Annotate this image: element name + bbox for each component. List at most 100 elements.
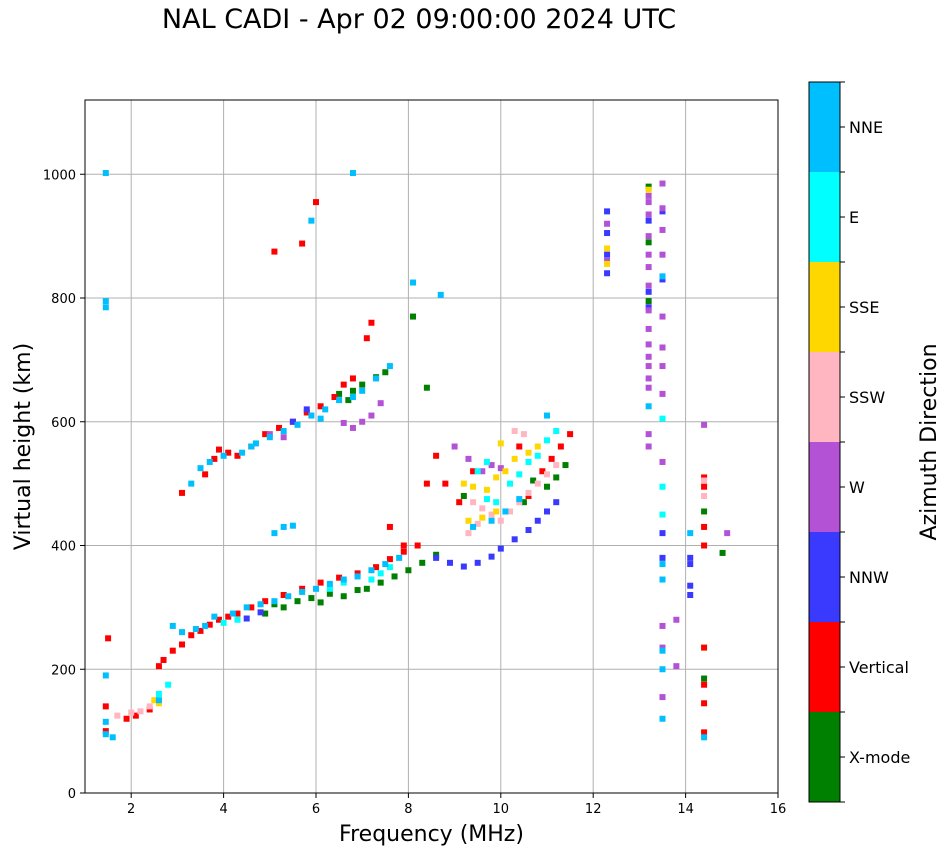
data-point bbox=[493, 474, 500, 481]
data-point bbox=[225, 613, 232, 620]
data-point bbox=[102, 731, 109, 738]
data-point bbox=[308, 412, 315, 419]
data-point bbox=[645, 431, 652, 438]
data-point bbox=[557, 443, 564, 450]
data-point bbox=[299, 240, 306, 247]
y-tick-label: 800 bbox=[51, 292, 76, 307]
colorbar-segment bbox=[809, 622, 840, 712]
data-point bbox=[433, 551, 440, 558]
data-point bbox=[102, 170, 109, 177]
data-point bbox=[102, 672, 109, 679]
data-point bbox=[215, 446, 222, 453]
data-point bbox=[188, 632, 195, 639]
data-point bbox=[701, 675, 708, 682]
data-point bbox=[701, 477, 708, 484]
data-point bbox=[645, 288, 652, 295]
data-point bbox=[456, 499, 463, 506]
data-point bbox=[719, 549, 726, 556]
data-point bbox=[470, 468, 477, 475]
data-point bbox=[659, 251, 666, 258]
data-point bbox=[354, 570, 361, 577]
data-point bbox=[502, 468, 509, 475]
colorbar-segment bbox=[809, 172, 840, 262]
data-point bbox=[386, 523, 393, 530]
data-point bbox=[437, 291, 444, 298]
data-point bbox=[497, 465, 504, 472]
data-point bbox=[604, 208, 611, 215]
data-point bbox=[266, 431, 273, 438]
data-point bbox=[400, 548, 407, 555]
data-point bbox=[701, 493, 708, 499]
axes: 2 4 6 8 10 12 14 16 0 200 400 600 800 1000 bbox=[43, 168, 786, 817]
data-point bbox=[414, 542, 421, 549]
data-point bbox=[132, 712, 139, 719]
data-point bbox=[410, 313, 417, 320]
data-point bbox=[520, 499, 527, 506]
data-point bbox=[604, 220, 611, 227]
data-point bbox=[534, 452, 541, 459]
x-tick-label: 14 bbox=[677, 802, 694, 817]
data-point bbox=[544, 471, 550, 478]
colorbar-segment bbox=[809, 532, 840, 622]
data-point bbox=[645, 282, 652, 289]
colorbar: X-mode Vertical NNW W SSW SSE E NNE Azimuth Dire… bbox=[808, 81, 942, 803]
data-point bbox=[109, 734, 116, 741]
data-point bbox=[340, 593, 347, 600]
data-point bbox=[659, 276, 666, 283]
data-point bbox=[474, 559, 481, 566]
data-point bbox=[544, 483, 550, 490]
data-point bbox=[215, 616, 222, 623]
data-point bbox=[474, 468, 481, 475]
data-point bbox=[169, 647, 176, 654]
data-point bbox=[252, 440, 259, 447]
data-point bbox=[377, 579, 384, 586]
data-point bbox=[553, 462, 560, 469]
data-point bbox=[368, 319, 375, 326]
data-point bbox=[262, 610, 269, 617]
data-point bbox=[234, 452, 241, 459]
data-point bbox=[349, 394, 356, 400]
data-point bbox=[488, 511, 495, 518]
data-point bbox=[179, 641, 186, 648]
data-point bbox=[701, 700, 708, 707]
data-point bbox=[197, 465, 204, 472]
data-point bbox=[645, 353, 652, 360]
data-point bbox=[645, 403, 652, 410]
data-point bbox=[243, 604, 250, 611]
data-point bbox=[317, 599, 324, 606]
data-point bbox=[368, 412, 375, 419]
data-point bbox=[359, 387, 366, 394]
y-tick-label: 200 bbox=[51, 663, 76, 678]
data-point bbox=[701, 729, 708, 736]
data-point bbox=[497, 545, 504, 552]
colorbar-axis-label: Azimuth Direction bbox=[917, 343, 942, 540]
data-point bbox=[289, 522, 296, 529]
y-tick-label: 600 bbox=[51, 416, 76, 431]
data-point bbox=[257, 609, 264, 616]
data-point bbox=[373, 375, 380, 382]
data-point bbox=[659, 561, 666, 568]
data-point bbox=[659, 205, 666, 212]
data-point bbox=[363, 335, 370, 342]
data-point bbox=[701, 542, 708, 549]
data-point bbox=[303, 409, 310, 416]
data-point bbox=[659, 344, 666, 351]
data-point bbox=[211, 613, 218, 620]
data-point bbox=[220, 452, 227, 459]
data-point bbox=[285, 593, 292, 600]
data-point bbox=[257, 601, 264, 608]
data-point bbox=[687, 530, 694, 537]
data-point bbox=[659, 180, 666, 187]
data-point bbox=[294, 598, 301, 605]
data-point bbox=[225, 449, 232, 456]
data-point bbox=[386, 564, 393, 571]
data-point bbox=[673, 616, 680, 623]
data-point bbox=[280, 604, 287, 611]
data-point bbox=[474, 520, 481, 527]
data-point bbox=[701, 508, 708, 515]
data-point bbox=[271, 601, 278, 608]
data-point bbox=[410, 279, 417, 286]
series-nnw bbox=[243, 208, 694, 622]
data-point bbox=[470, 499, 477, 506]
data-point bbox=[336, 397, 343, 404]
